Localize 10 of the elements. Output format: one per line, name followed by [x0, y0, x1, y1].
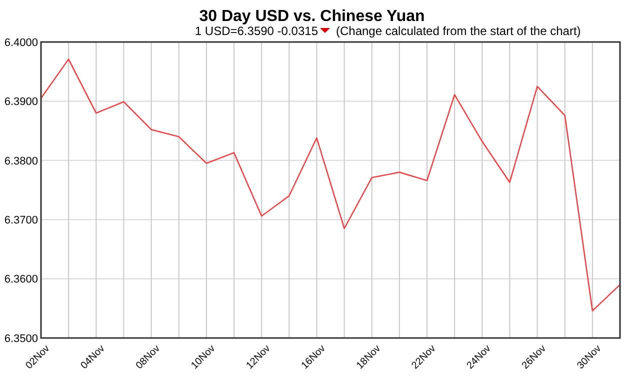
y-tick-label: 6.4000 [4, 36, 38, 49]
chart-title: 30 Day USD vs. Chinese Yuan [199, 8, 425, 25]
y-tick-label: 6.3600 [4, 274, 38, 286]
y-tick-label: 6.3800 [4, 155, 38, 168]
chart-subtitle: 1 USD=6.3590 -0.0315 [194, 24, 318, 38]
text: (Change calculated from the start of the chart) [336, 24, 581, 38]
y-tick-label: 6.3900 [4, 96, 38, 108]
y-tick-label: 6.3500 [4, 332, 38, 345]
y-tick-label: 6.3700 [4, 214, 38, 226]
line-series [40, 58, 621, 312]
